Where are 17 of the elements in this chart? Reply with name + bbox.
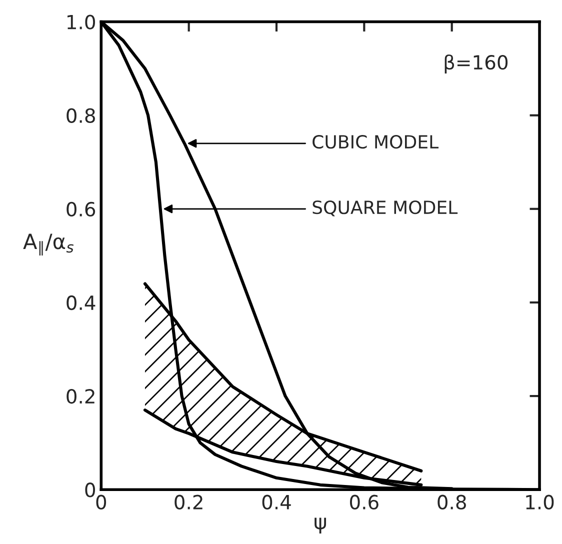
y-axis-title: A$_{∥}$/α$_{s}$ bbox=[23, 234, 74, 256]
y-tick-label: 0 bbox=[85, 482, 96, 498]
y-tick-label: 0.6 bbox=[66, 202, 96, 217]
x-tick-label: 1.0 bbox=[526, 494, 554, 510]
y-tick-label: 1.0 bbox=[68, 14, 96, 30]
annotation: SQUARE MODEL bbox=[312, 200, 458, 216]
y-tick-label: 0.4 bbox=[66, 295, 96, 310]
annotation: β=160 bbox=[444, 54, 508, 74]
y-tick-label: 0.2 bbox=[66, 388, 94, 404]
x-tick-label: 0.2 bbox=[174, 494, 202, 510]
x-tick-label: 0 bbox=[96, 494, 106, 510]
y-tick-label: 0.8 bbox=[66, 108, 95, 123]
x-tick-label: 0.8 bbox=[438, 494, 466, 510]
x-axis-title: ψ bbox=[314, 518, 326, 534]
annotation: CUBIC MODEL bbox=[312, 134, 439, 149]
x-tick-label: 0.4 bbox=[262, 494, 291, 510]
x-tick-label: 0.6 bbox=[350, 494, 378, 510]
